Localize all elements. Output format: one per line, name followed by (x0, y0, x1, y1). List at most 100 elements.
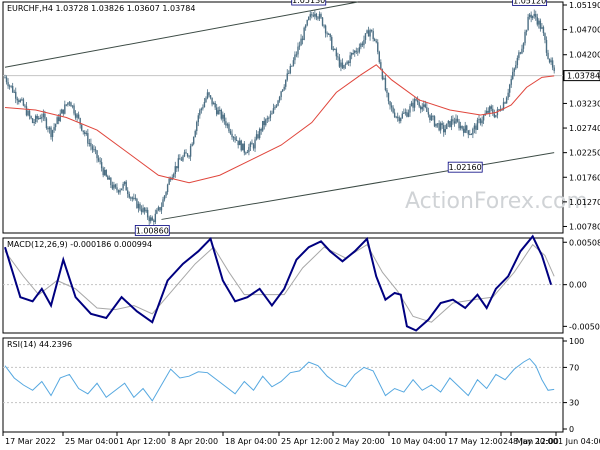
candle-body (225, 121, 227, 126)
candle-body (18, 100, 20, 102)
candle-body (232, 137, 235, 139)
candle-body (426, 107, 428, 112)
candle-body (476, 119, 479, 130)
candle-body (525, 30, 528, 32)
candle-body (531, 15, 534, 18)
candle-body (91, 146, 94, 150)
candle-body (274, 106, 276, 109)
candle-body (157, 207, 160, 211)
candle-body (177, 158, 180, 169)
panel-frame-3 (2, 337, 564, 433)
candle-body (433, 116, 436, 127)
candle-body (423, 104, 425, 107)
candle-body (485, 110, 488, 114)
candle-body (369, 29, 371, 37)
candle-body (74, 113, 77, 118)
candle-body (429, 114, 431, 121)
candle-body (475, 125, 477, 130)
candle-body (536, 17, 538, 25)
candle-body (96, 150, 98, 159)
candle-body (214, 102, 216, 108)
candle-body (31, 118, 34, 123)
candle-body (533, 13, 535, 16)
candle-body (545, 39, 548, 53)
candle-body (156, 210, 158, 214)
candle-body (252, 144, 255, 149)
candle-body (301, 38, 304, 40)
candle-body (97, 158, 100, 161)
candle-body (292, 60, 295, 66)
candle-body (272, 108, 275, 114)
candle-body (317, 17, 319, 19)
candle-body (222, 114, 224, 119)
candle-body (466, 125, 468, 131)
candle-body (71, 105, 74, 107)
candle-body (519, 52, 522, 54)
candle-body (199, 110, 201, 116)
candle-body (335, 49, 338, 57)
candle-body (197, 115, 199, 123)
candle-body (400, 118, 402, 122)
candle-body (16, 98, 18, 101)
candle-body (393, 112, 396, 117)
price-panel-title: EURCHF,H4 1.03728 1.03826 1.03607 1.0378… (7, 4, 195, 13)
rsi-tick-label: 0 (569, 425, 574, 434)
price-tick-label: 1.02740 (569, 124, 600, 133)
price-tick-label: 1.03230 (569, 99, 600, 108)
candles-group (4, 9, 555, 227)
candle-body (295, 54, 298, 56)
candle-body (364, 33, 367, 40)
candle-body (291, 65, 293, 67)
candle-body (496, 109, 499, 116)
candle-body (76, 114, 78, 118)
candle-body (444, 129, 446, 133)
candle-body (36, 115, 38, 119)
candle-body (281, 89, 284, 92)
candle-body (450, 119, 453, 127)
candle-body (469, 134, 471, 136)
channel-line-2 (161, 152, 555, 220)
candle-body (174, 166, 176, 174)
candle-body (143, 207, 146, 212)
candle-body (528, 14, 531, 17)
candle-body (51, 130, 54, 138)
candle-body (110, 177, 112, 186)
candle-body (62, 109, 64, 114)
x-tick-label: 25 Apr 12:00 (281, 437, 333, 446)
candle-body (461, 125, 463, 129)
candle-body (151, 217, 153, 221)
x-tick-label: 25 Mar 04:00 (65, 437, 118, 446)
candle-body (249, 142, 252, 148)
candle-body (357, 51, 359, 53)
candle-body (65, 104, 68, 106)
candle-body (50, 127, 52, 138)
candle-body (59, 113, 61, 122)
candle-body (153, 220, 155, 223)
rsi-tick-label: 30 (569, 399, 579, 408)
current-price-label: 1.03784 (567, 72, 600, 81)
candle-body (87, 133, 89, 144)
candle-body (205, 98, 207, 102)
candle-body (4, 77, 6, 79)
candle-body (377, 42, 379, 52)
candle-body (288, 73, 290, 75)
price-annotation-label: 1.02160 (449, 163, 482, 172)
candle-body (234, 137, 236, 140)
candle-body (269, 114, 272, 118)
price-tick-label: 1.04700 (569, 26, 600, 35)
candle-body (191, 143, 193, 147)
candle-body (397, 116, 399, 118)
candle-body (182, 156, 184, 161)
price-annotation-box (512, 0, 548, 6)
candle-body (467, 130, 469, 135)
candle-body (166, 184, 169, 193)
candle-body (387, 92, 390, 102)
candle-body (323, 25, 325, 27)
candle-body (482, 115, 485, 121)
candle-body (245, 152, 247, 154)
candle-body (73, 105, 75, 114)
candle-body (384, 78, 387, 91)
candle-body (507, 92, 509, 98)
candle-body (551, 60, 554, 68)
candle-body (550, 60, 552, 63)
